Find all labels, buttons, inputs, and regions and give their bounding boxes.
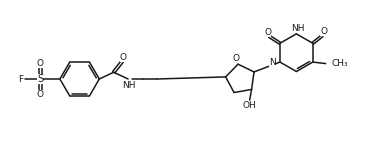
Text: O: O [120, 53, 127, 62]
Text: NH: NH [291, 24, 304, 33]
Text: N: N [269, 58, 276, 67]
Text: S: S [37, 74, 43, 84]
Text: O: O [320, 27, 327, 36]
Text: CH₃: CH₃ [332, 59, 348, 68]
Text: F: F [18, 75, 23, 83]
Text: NH: NH [122, 81, 136, 90]
Text: O: O [233, 54, 240, 63]
Text: O: O [37, 59, 44, 68]
Text: OH: OH [243, 101, 257, 110]
Text: O: O [37, 90, 44, 99]
Text: O: O [264, 28, 271, 37]
